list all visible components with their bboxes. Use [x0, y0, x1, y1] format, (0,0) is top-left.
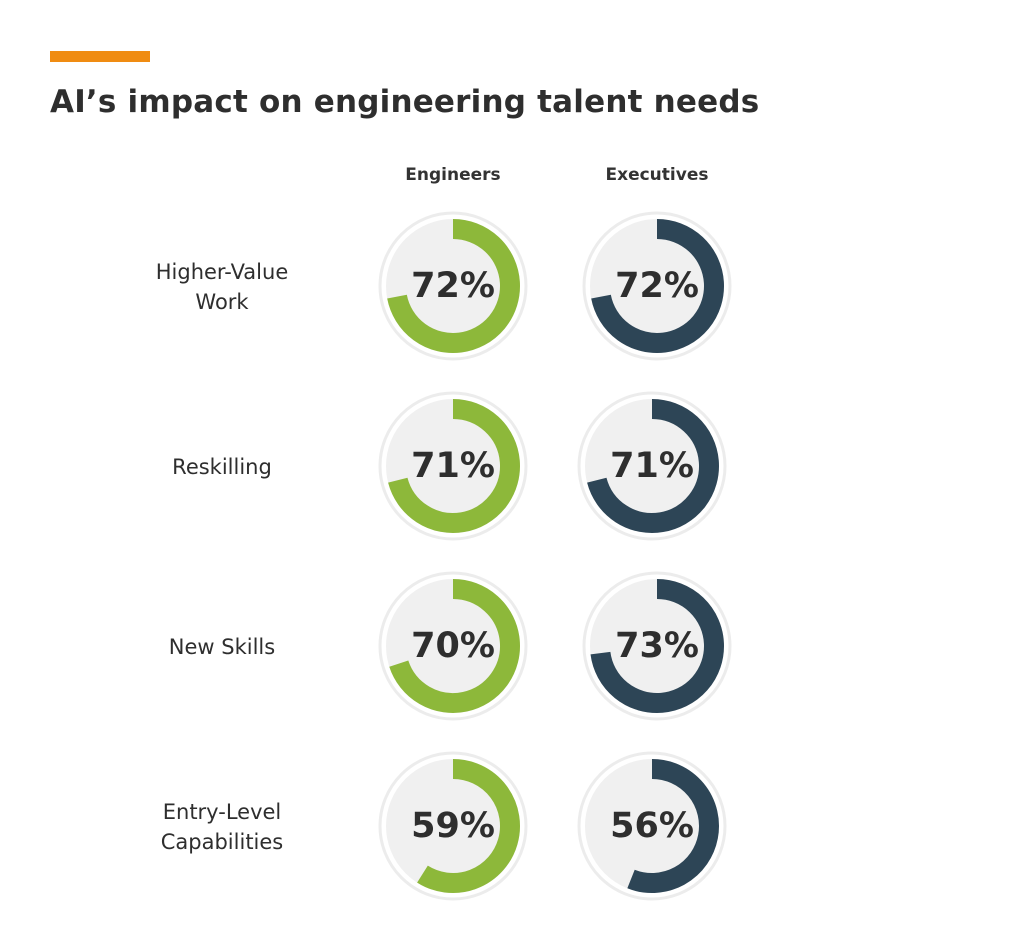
donut-engineers-higher-value-work: 72%	[378, 211, 528, 361]
donut-executives-higher-value-work: 72%	[582, 211, 732, 361]
row-label-line: Higher-Value	[155, 260, 289, 284]
donut-value-label: 70%	[411, 626, 495, 666]
row-label-entry-level-capabilities: Entry-Level Capabilities	[112, 797, 332, 857]
donut-arc-engineers	[389, 579, 520, 713]
row-label-reskilling: Reskilling	[112, 452, 332, 482]
donut-arc-engineers	[388, 399, 520, 533]
donut-value-label: 71%	[411, 446, 495, 486]
donut-executives-new-skills: 73%	[582, 571, 732, 721]
donut-arc-executives	[591, 219, 724, 353]
row-label-line: Entry-Level	[162, 800, 282, 824]
donut-engineers-entry-level-capabilities: 59%	[378, 751, 528, 901]
row-label-line: Work	[195, 290, 249, 314]
row-label-new-skills: New Skills	[112, 632, 332, 662]
accent-bar	[50, 51, 150, 62]
row-label-higher-value-work: Higher-Value Work	[112, 257, 332, 317]
donut-value-label: 72%	[411, 266, 495, 306]
donut-executives-entry-level-capabilities: 56%	[577, 751, 727, 901]
donut-engineers-new-skills: 70%	[378, 571, 528, 721]
donut-value-label: 59%	[411, 806, 495, 846]
donut-arc-executives	[627, 759, 719, 893]
row-label-line: Reskilling	[172, 455, 272, 479]
donut-value-label: 56%	[610, 806, 694, 846]
donut-engineers-reskilling: 71%	[378, 391, 528, 541]
chart-title: AI’s impact on engineering talent needs	[50, 84, 760, 120]
donut-arc-executives	[587, 399, 719, 533]
row-label-line: Capabilities	[160, 830, 284, 854]
donut-value-label: 72%	[615, 266, 699, 306]
donut-arc-engineers	[387, 219, 520, 353]
donut-value-label: 73%	[615, 626, 699, 666]
donut-arc-engineers	[417, 759, 520, 893]
column-header-engineers: Engineers	[405, 165, 501, 185]
donut-executives-reskilling: 71%	[577, 391, 727, 541]
column-header-executives: Executives	[605, 165, 709, 185]
row-label-line: New Skills	[168, 635, 276, 659]
donut-value-label: 71%	[610, 446, 694, 486]
donut-arc-executives	[590, 579, 724, 713]
